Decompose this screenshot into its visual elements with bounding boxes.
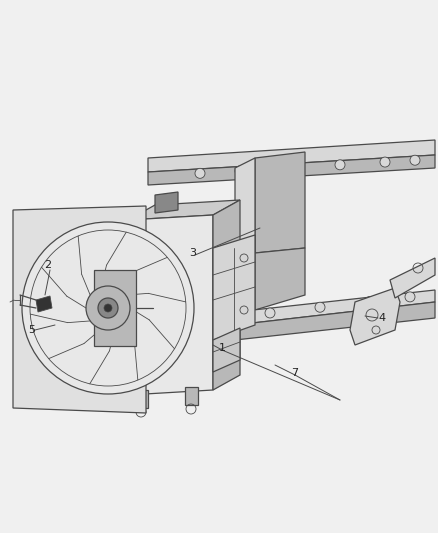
Polygon shape — [213, 328, 240, 372]
Circle shape — [285, 163, 295, 173]
Circle shape — [22, 222, 194, 394]
Polygon shape — [255, 248, 305, 310]
Text: 1: 1 — [219, 343, 226, 353]
Text: 7: 7 — [291, 368, 299, 378]
Circle shape — [265, 308, 275, 318]
Polygon shape — [390, 258, 435, 298]
Text: 3: 3 — [190, 248, 197, 258]
Circle shape — [86, 286, 130, 330]
Circle shape — [380, 157, 390, 167]
Polygon shape — [128, 200, 240, 220]
Circle shape — [410, 155, 420, 165]
Polygon shape — [213, 200, 240, 390]
Polygon shape — [36, 296, 52, 312]
Polygon shape — [350, 288, 400, 345]
Polygon shape — [235, 290, 435, 325]
Polygon shape — [235, 158, 255, 262]
Text: 4: 4 — [378, 313, 385, 323]
Circle shape — [335, 160, 345, 170]
Polygon shape — [255, 152, 305, 253]
Polygon shape — [128, 215, 213, 395]
Text: 5: 5 — [28, 325, 35, 335]
Polygon shape — [155, 192, 178, 213]
Text: 2: 2 — [44, 260, 52, 270]
Polygon shape — [94, 270, 136, 346]
Circle shape — [405, 292, 415, 302]
Polygon shape — [13, 206, 146, 413]
Circle shape — [365, 296, 375, 306]
Circle shape — [104, 304, 112, 312]
Circle shape — [235, 166, 245, 176]
Circle shape — [195, 168, 205, 179]
Polygon shape — [148, 155, 435, 185]
Polygon shape — [235, 253, 255, 318]
Polygon shape — [213, 235, 255, 340]
Polygon shape — [148, 140, 435, 172]
Polygon shape — [135, 390, 148, 408]
Circle shape — [98, 298, 118, 318]
Polygon shape — [185, 387, 198, 405]
Polygon shape — [235, 302, 435, 340]
Circle shape — [315, 302, 325, 312]
